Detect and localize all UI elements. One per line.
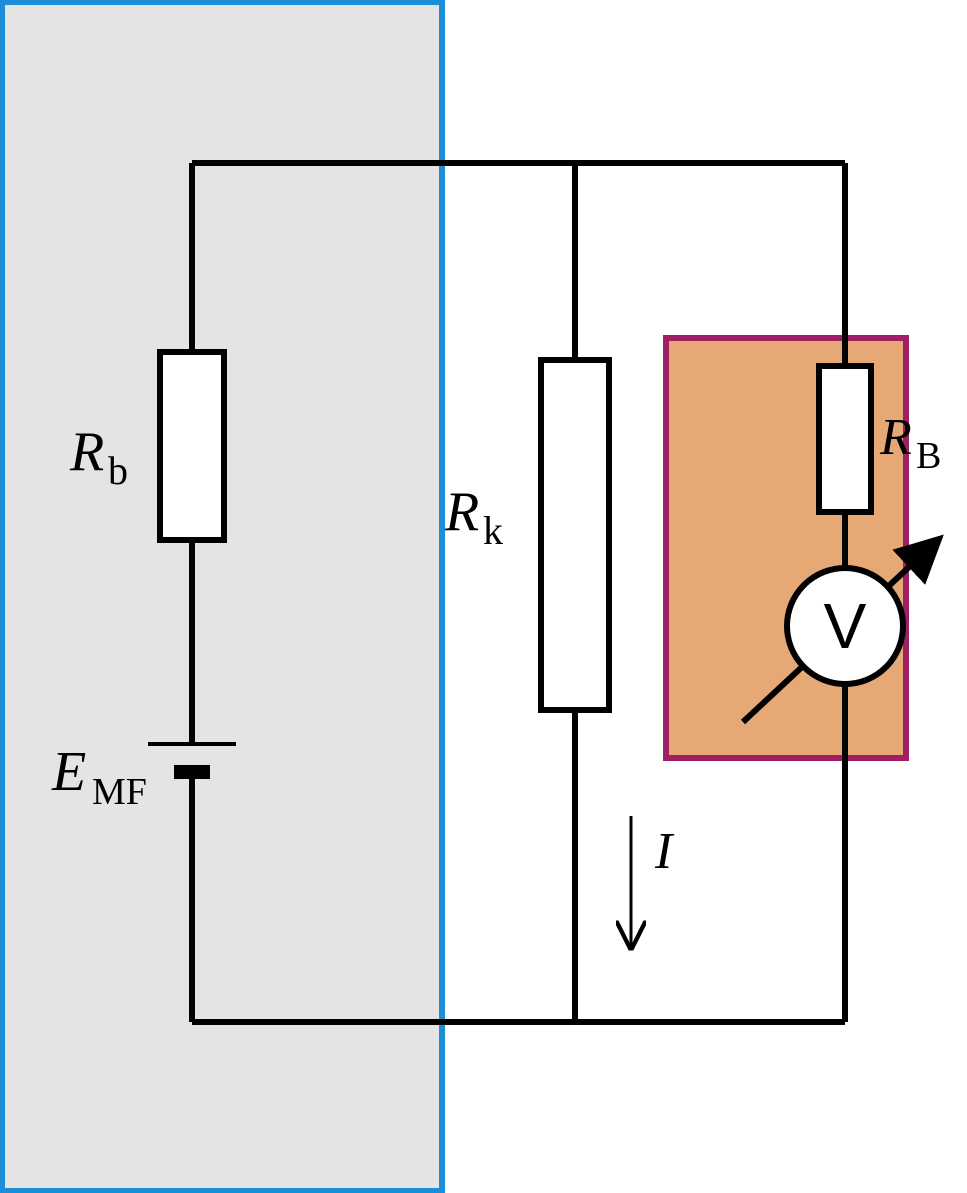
resistor-rb-meter xyxy=(819,366,871,512)
voltmeter-label: V xyxy=(824,590,867,662)
resistor-rk xyxy=(541,360,609,710)
label-i: I xyxy=(654,823,675,880)
source-panel xyxy=(2,2,442,1191)
label-rk: Rk xyxy=(444,481,503,553)
resistor-rb xyxy=(160,352,224,540)
